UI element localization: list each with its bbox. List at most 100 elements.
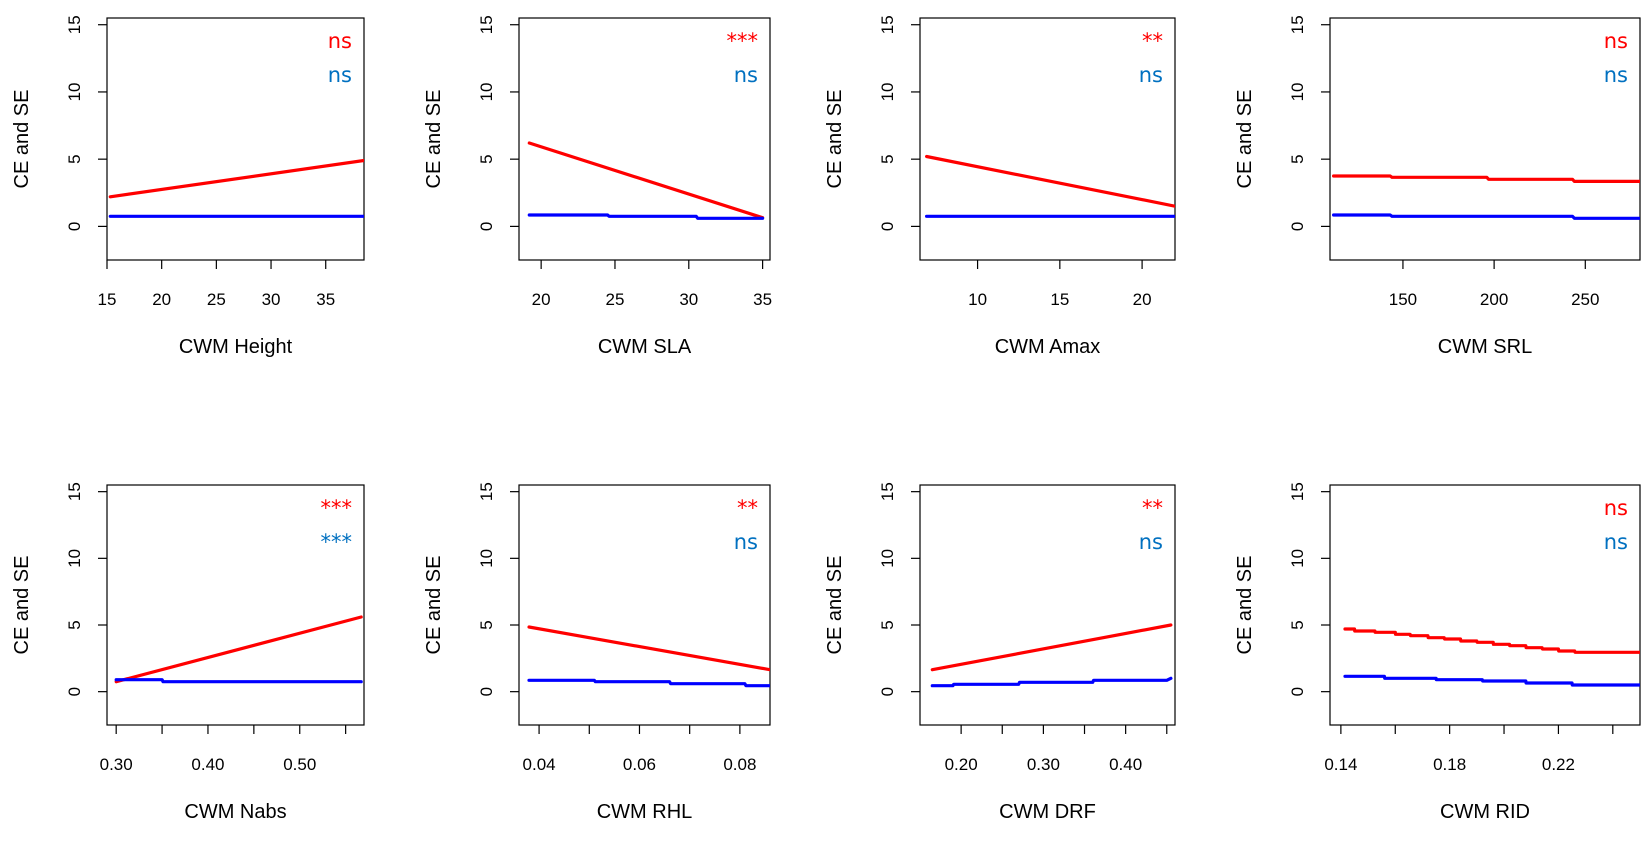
y-axis-label: CE and SE: [423, 556, 445, 655]
y-tick-label: 0: [1288, 687, 1307, 696]
x-tick-label: 0.40: [191, 755, 224, 774]
x-tick-label: 10: [968, 290, 987, 309]
x-axis-label: CWM RHL: [597, 801, 693, 823]
x-tick-label: 0.04: [523, 755, 556, 774]
se-series-line: [930, 676, 1173, 688]
se-significance-label: ns: [328, 63, 352, 87]
y-axis-label: CE and SE: [11, 556, 33, 655]
y-axis: 0 5 10 15: [65, 482, 107, 696]
plot-frame: [518, 17, 771, 261]
chart-panel: 0.30 0.40 0.50 0 5 10 15 CWM Nabs CE and SE *** **…: [11, 482, 365, 823]
x-tick-label: 20: [532, 290, 551, 309]
x-axis-label: CWM RID: [1440, 801, 1530, 823]
y-tick-label: 15: [1288, 15, 1307, 34]
se-significance-label: ***: [321, 530, 353, 554]
x-tick-label: 0.06: [623, 755, 656, 774]
x-axis-label: CWM Height: [179, 336, 293, 358]
y-axis: 0 5 10 15: [878, 482, 920, 696]
plot-frame: [106, 17, 365, 261]
ce-significance-label: **: [1142, 29, 1163, 53]
x-tick-label: 0.30: [1027, 755, 1060, 774]
x-tick-label: 15: [1050, 290, 1069, 309]
ce-series-line: [114, 615, 363, 684]
x-tick-label: 20: [152, 290, 171, 309]
chart-panel: 0.04 0.06 0.08 0 5 10 15 CWM RHL CE and SE ** ns: [423, 482, 771, 823]
x-axis-label: CWM SLA: [598, 336, 692, 358]
chart-panel: 150 200 250 0 5 10 15 CWM SRL CE and SE ns ns: [1234, 15, 1641, 358]
x-axis-label: CWM DRF: [999, 801, 1096, 823]
ce-series-line: [1331, 174, 1640, 183]
ce-series-line: [527, 625, 770, 672]
y-tick-label: 10: [477, 549, 496, 568]
y-tick-label: 0: [477, 687, 496, 696]
y-axis: 0 5 10 15: [477, 482, 519, 696]
plot-frame: [1329, 484, 1641, 726]
y-axis: 0 5 10 15: [477, 15, 519, 231]
y-tick-label: 15: [878, 15, 897, 34]
x-axis: 0.20 0.30 0.40: [945, 725, 1168, 774]
y-axis-label: CE and SE: [824, 556, 846, 655]
x-axis: 0.14 0.18 0.22: [1324, 725, 1614, 774]
y-tick-label: 10: [65, 549, 84, 568]
y-axis-label: CE and SE: [1234, 556, 1256, 655]
ce-significance-label: ***: [727, 29, 759, 53]
ce-series-line: [930, 623, 1173, 672]
x-tick-label: 0.40: [1109, 755, 1142, 774]
ce-significance-label: **: [1142, 496, 1163, 520]
y-tick-label: 5: [65, 154, 84, 163]
chart-panel: 20 25 30 35 0 5 10 15 CWM SLA CE and SE *** ns: [423, 15, 772, 358]
y-tick-label: 0: [477, 222, 496, 231]
y-tick-label: 15: [477, 15, 496, 34]
se-series-line: [114, 678, 363, 684]
x-tick-label: 20: [1133, 290, 1152, 309]
y-axis: 0 5 10 15: [65, 15, 107, 231]
x-tick-label: 0.14: [1324, 755, 1357, 774]
y-tick-label: 10: [65, 82, 84, 101]
plot-frame: [106, 484, 365, 726]
y-tick-label: 10: [878, 549, 897, 568]
se-series-line: [1331, 213, 1640, 220]
y-tick-label: 0: [65, 687, 84, 696]
y-tick-label: 5: [477, 620, 496, 629]
y-tick-label: 0: [878, 222, 897, 231]
x-axis: 0.30 0.40 0.50: [100, 725, 347, 774]
y-tick-label: 10: [1288, 549, 1307, 568]
y-tick-label: 5: [1288, 154, 1307, 163]
y-tick-label: 5: [65, 620, 84, 629]
y-tick-label: 5: [1288, 620, 1307, 629]
y-axis-label: CE and SE: [11, 90, 33, 189]
y-tick-label: 0: [1288, 222, 1307, 231]
x-axis-label: CWM SRL: [1438, 336, 1532, 358]
se-significance-label: ns: [734, 63, 758, 87]
x-axis: 15 20 25 30 35: [98, 260, 335, 309]
y-tick-label: 15: [1288, 482, 1307, 501]
plot-frame: [518, 484, 771, 726]
y-axis: 0 5 10 15: [1288, 15, 1330, 231]
ce-significance-label: ns: [1604, 29, 1628, 53]
ce-series-line: [924, 154, 1175, 208]
x-tick-label: 0.22: [1542, 755, 1575, 774]
y-tick-label: 5: [878, 620, 897, 629]
y-tick-label: 15: [878, 482, 897, 501]
y-tick-label: 5: [878, 154, 897, 163]
ce-significance-label: ns: [328, 29, 352, 53]
x-tick-label: 35: [316, 290, 335, 309]
plot-frame: [919, 484, 1176, 726]
se-significance-label: ns: [1139, 63, 1163, 87]
chart-panel: 15 20 25 30 35 0 5 10 15 CWM Height CE and SE ns ns: [11, 15, 365, 358]
x-tick-label: 200: [1480, 290, 1508, 309]
x-tick-label: 0.20: [945, 755, 978, 774]
x-tick-label: 0.50: [283, 755, 316, 774]
se-series-line: [527, 678, 770, 688]
ce-series-line: [527, 141, 765, 220]
y-tick-label: 5: [477, 154, 496, 163]
x-tick-label: 15: [98, 290, 117, 309]
plot-frame: [1329, 17, 1641, 261]
se-series-line: [527, 213, 765, 220]
y-tick-label: 10: [1288, 82, 1307, 101]
y-axis-label: CE and SE: [423, 90, 445, 189]
y-tick-label: 10: [878, 82, 897, 101]
x-axis: 0.04 0.06 0.08: [523, 725, 756, 774]
x-axis-label: CWM Amax: [995, 336, 1101, 358]
